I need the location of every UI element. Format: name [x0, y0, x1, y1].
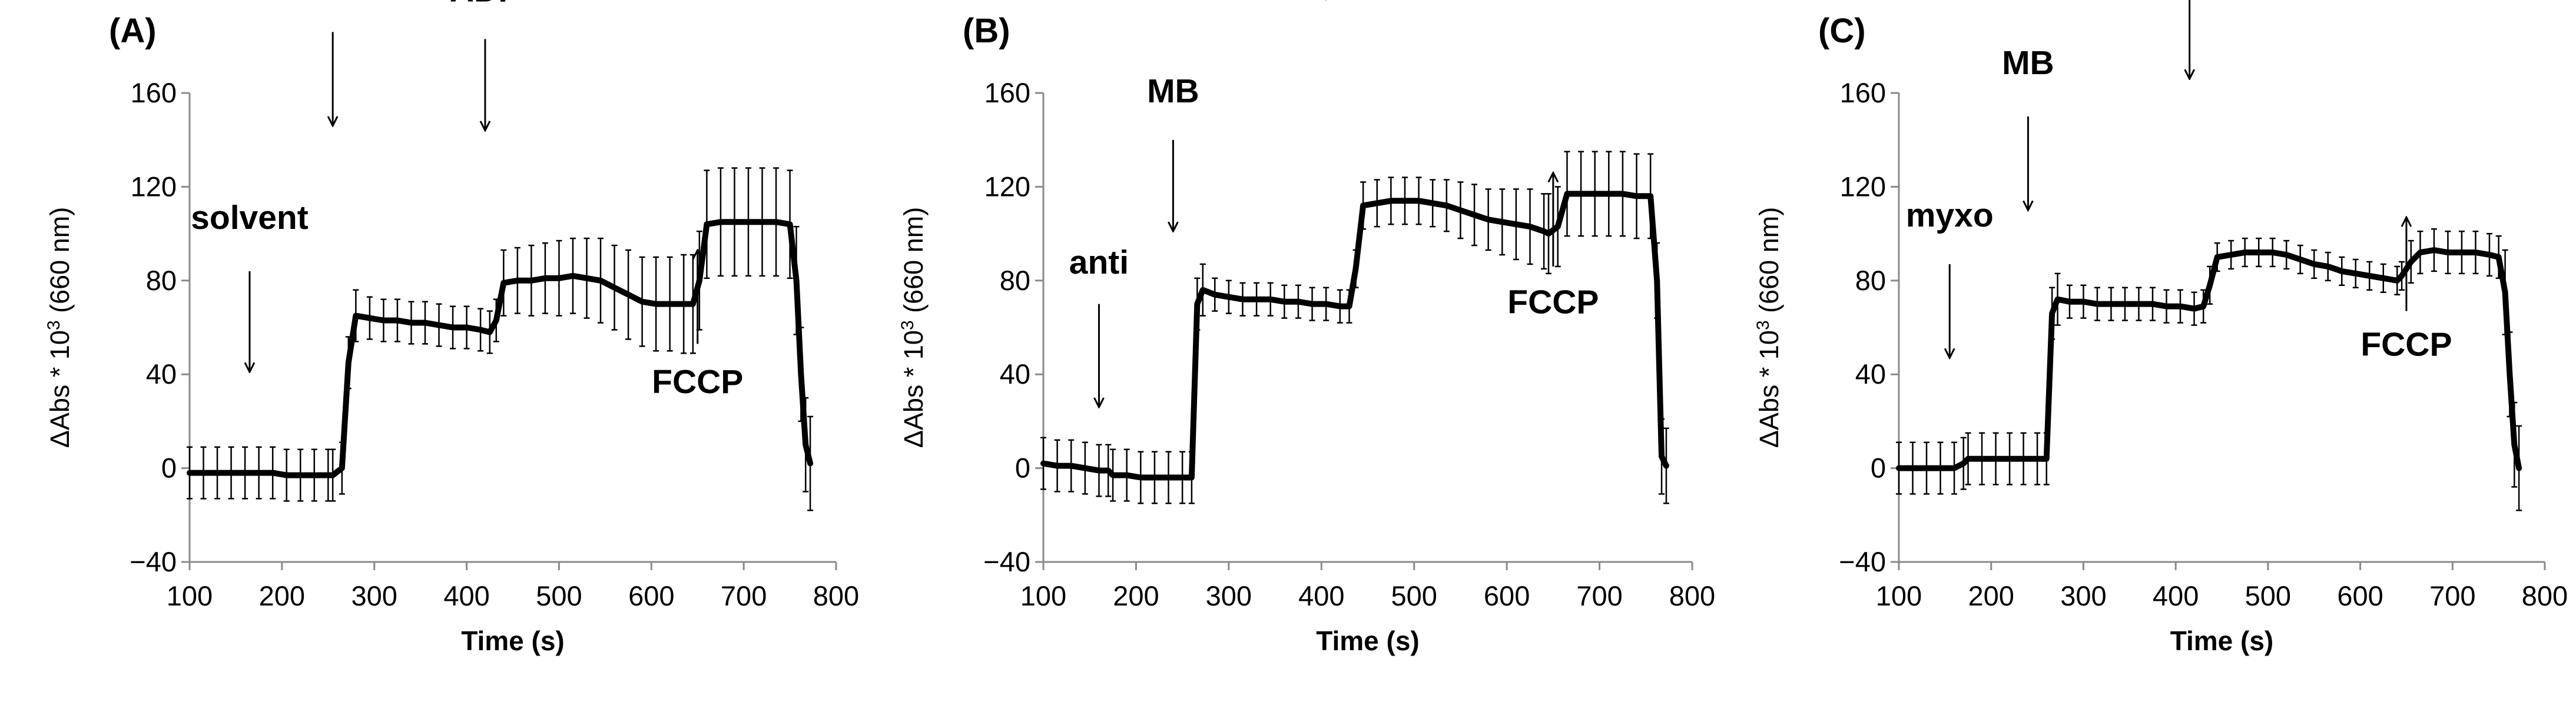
y-tick-label: 120: [131, 171, 177, 202]
y-tick-label: 40: [1000, 358, 1030, 390]
y-tick-label: 80: [146, 265, 177, 296]
x-tick-label: 600: [2337, 580, 2383, 611]
x-tick-label: 200: [1113, 580, 1159, 611]
annotation-label: myxo: [1906, 197, 1994, 234]
y-tick-label: 120: [984, 171, 1030, 202]
x-tick-label: 700: [1576, 580, 1622, 611]
annotation-label: anti: [1069, 244, 1129, 281]
x-tick-label: 800: [813, 580, 859, 611]
annotation-solvent: solvent: [191, 199, 309, 372]
y-axis-title-superscript: 3: [44, 320, 64, 330]
x-axis-title: Time (s): [461, 625, 565, 656]
series-line: [1896, 247, 2522, 471]
annotation-mb: MB: [1147, 72, 1199, 231]
y-axis-title-main: ΔAbs * 10: [1754, 330, 1784, 448]
x-axis-title: Time (s): [1316, 625, 1420, 656]
y-axis-title-superscript: 3: [1753, 320, 1773, 330]
panel-label: (B): [963, 12, 1010, 50]
x-tick-label: 200: [259, 580, 305, 611]
x-tick-label: 600: [628, 580, 674, 611]
x-tick-label: 300: [352, 580, 397, 611]
x-axis-title: Time (s): [2170, 625, 2274, 656]
annotation-mb: MB: [307, 32, 359, 126]
annotation-label: FCCP: [2360, 325, 2452, 363]
annotation-mb: MB: [2002, 44, 2054, 210]
y-axis-title-unit: (660 nm): [1754, 207, 1784, 321]
annotation-fccp: FCCP: [1507, 172, 1599, 321]
x-tick-label: 400: [2153, 580, 2199, 611]
x-tick-label: 100: [167, 580, 213, 611]
y-tick-label: 80: [1000, 265, 1030, 296]
x-tick-label: 600: [1484, 580, 1530, 611]
x-tick-label: 500: [1391, 580, 1437, 611]
y-tick-label: −40: [1839, 546, 1886, 577]
y-tick-label: 120: [1840, 171, 1886, 202]
x-tick-label: 700: [721, 580, 767, 611]
y-axis-title-main: ΔAbs * 10: [899, 330, 929, 448]
y-tick-label: 0: [1015, 453, 1030, 484]
y-tick-label: 80: [1855, 265, 1886, 296]
chart-panel-1: (A) −40 0 40 80 120 160 100 200 300 400 500 600 700 80…: [44, 0, 859, 656]
series-line: [187, 219, 814, 478]
annotation-adp: ADP: [450, 0, 520, 131]
y-tick-label: −40: [983, 546, 1030, 577]
x-tick-label: 100: [1876, 580, 1922, 611]
y-tick-label: −40: [130, 546, 177, 577]
x-tick-label: 100: [1020, 580, 1066, 611]
y-axis-title-main: ΔAbs * 10: [45, 330, 75, 448]
annotation-label: solvent: [191, 199, 309, 237]
y-tick-label: 40: [1855, 358, 1886, 390]
chart-panel-3: (C) −40 0 40 80 120 160 100 200 300 400 500 600 700 80…: [1753, 0, 2568, 656]
y-axis-title: ΔAbs * 103 (660 nm): [44, 207, 75, 448]
y-tick-label: 160: [131, 77, 177, 108]
series-line: [1040, 191, 1669, 481]
y-tick-label: 0: [1871, 453, 1886, 484]
annotation-fccp: FCCP: [2360, 217, 2452, 363]
y-axis-title: ΔAbs * 103 (660 nm): [898, 207, 929, 448]
y-axis-title: ΔAbs * 103 (660 nm): [1753, 207, 1784, 448]
annotation-label: MB: [2002, 44, 2054, 82]
x-tick-label: 500: [536, 580, 582, 611]
x-tick-label: 200: [1968, 580, 2014, 611]
y-axis-title-unit: (660 nm): [45, 207, 75, 321]
panel-label: (A): [109, 12, 157, 50]
x-tick-label: 800: [1669, 580, 1715, 611]
annotation-label: MB: [1147, 72, 1199, 110]
annotation-label: FCCP: [652, 363, 743, 401]
annotation-fccp: FCCP: [652, 250, 743, 401]
x-tick-label: 800: [2522, 580, 2568, 611]
y-tick-label: 0: [161, 453, 177, 484]
y-axis-title-superscript: 3: [898, 320, 917, 330]
y-axis-title-unit: (660 nm): [899, 207, 929, 321]
annotation-label: FCCP: [1507, 284, 1599, 321]
annotation-anti: anti: [1069, 244, 1129, 407]
x-tick-label: 300: [1206, 580, 1252, 611]
x-tick-label: 500: [2245, 580, 2291, 611]
x-tick-label: 300: [2060, 580, 2106, 611]
x-tick-label: 400: [443, 580, 489, 611]
x-tick-label: 400: [1298, 580, 1344, 611]
x-tick-label: 700: [2429, 580, 2475, 611]
y-tick-label: 160: [1840, 77, 1886, 108]
chart-panel-2: (B) −40 0 40 80 120 160 100 200 300 400 500 600 700 80…: [898, 0, 1715, 656]
annotation-myxo: myxo: [1906, 197, 1994, 358]
panel-label: (C): [1818, 12, 1866, 50]
annotation-label: ADP: [450, 0, 520, 9]
annotation-adp: ADP: [2154, 0, 2224, 79]
y-tick-label: 160: [984, 77, 1030, 108]
y-tick-label: 40: [146, 358, 177, 390]
